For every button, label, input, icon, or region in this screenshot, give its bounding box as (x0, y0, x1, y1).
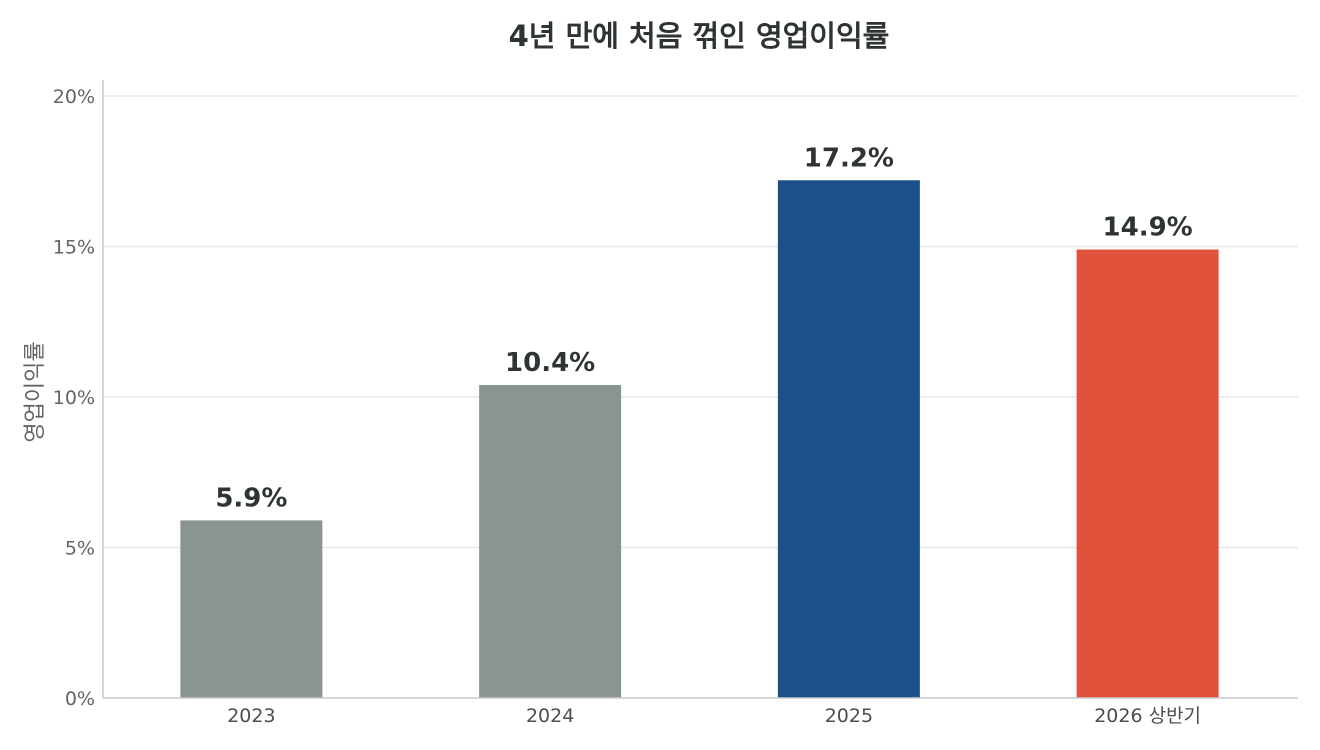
chart-title: 4년 만에 처음 꺾인 영업이익률 (509, 19, 890, 53)
bar (1076, 249, 1219, 698)
x-axis-ticks: 2023 2024 2025 2026 상반기 (227, 705, 1201, 727)
bar (180, 520, 323, 698)
y-tick-label: 10% (53, 387, 95, 409)
x-tick-label: 2023 (227, 705, 275, 727)
y-tick-label: 15% (53, 237, 95, 259)
data-label: 10.4% (505, 348, 595, 378)
data-label: 14.9% (1103, 213, 1193, 243)
y-tick-label: 20% (53, 86, 95, 108)
bar (777, 180, 920, 698)
data-label: 17.2% (804, 143, 894, 173)
y-axis-title: 영업이익률 (23, 341, 48, 442)
x-tick-label: 2024 (526, 705, 574, 727)
data-labels: 5.9% 10.4% 17.2% 14.9% (215, 143, 1192, 513)
bars (180, 180, 1219, 698)
y-tick-label: 5% (65, 538, 95, 560)
y-tick-label: 0% (65, 688, 95, 710)
x-tick-label: 2025 (825, 705, 873, 727)
x-tick-label: 2026 상반기 (1094, 705, 1201, 727)
data-label: 5.9% (215, 483, 287, 513)
bar (479, 384, 622, 698)
y-axis-ticks: 0% 5% 10% 15% 20% (53, 86, 95, 710)
